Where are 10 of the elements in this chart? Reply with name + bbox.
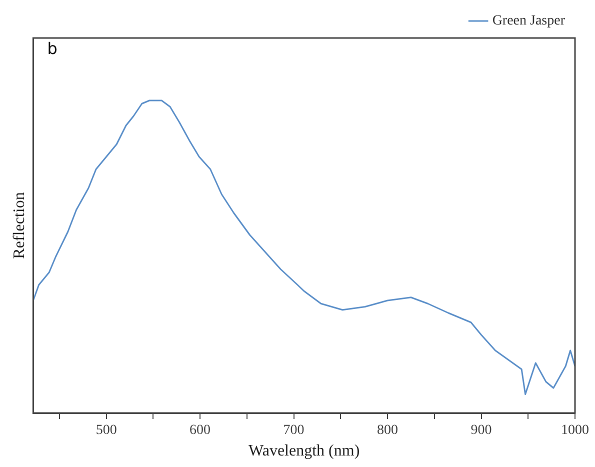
legend-label: Green Jasper	[492, 14, 566, 29]
x-tick-label: 900	[470, 423, 492, 438]
x-tick-label: 600	[190, 423, 211, 438]
text: b	[47, 39, 58, 58]
y-axis-title: Reflection	[10, 192, 28, 259]
x-tick-label: 700	[283, 423, 304, 438]
x-tick-label: 500	[96, 423, 117, 438]
x-tick-label: 1000	[561, 423, 589, 438]
x-axis-title: Wavelength (nm)	[248, 442, 360, 460]
x-tick-label: 800	[377, 423, 398, 438]
